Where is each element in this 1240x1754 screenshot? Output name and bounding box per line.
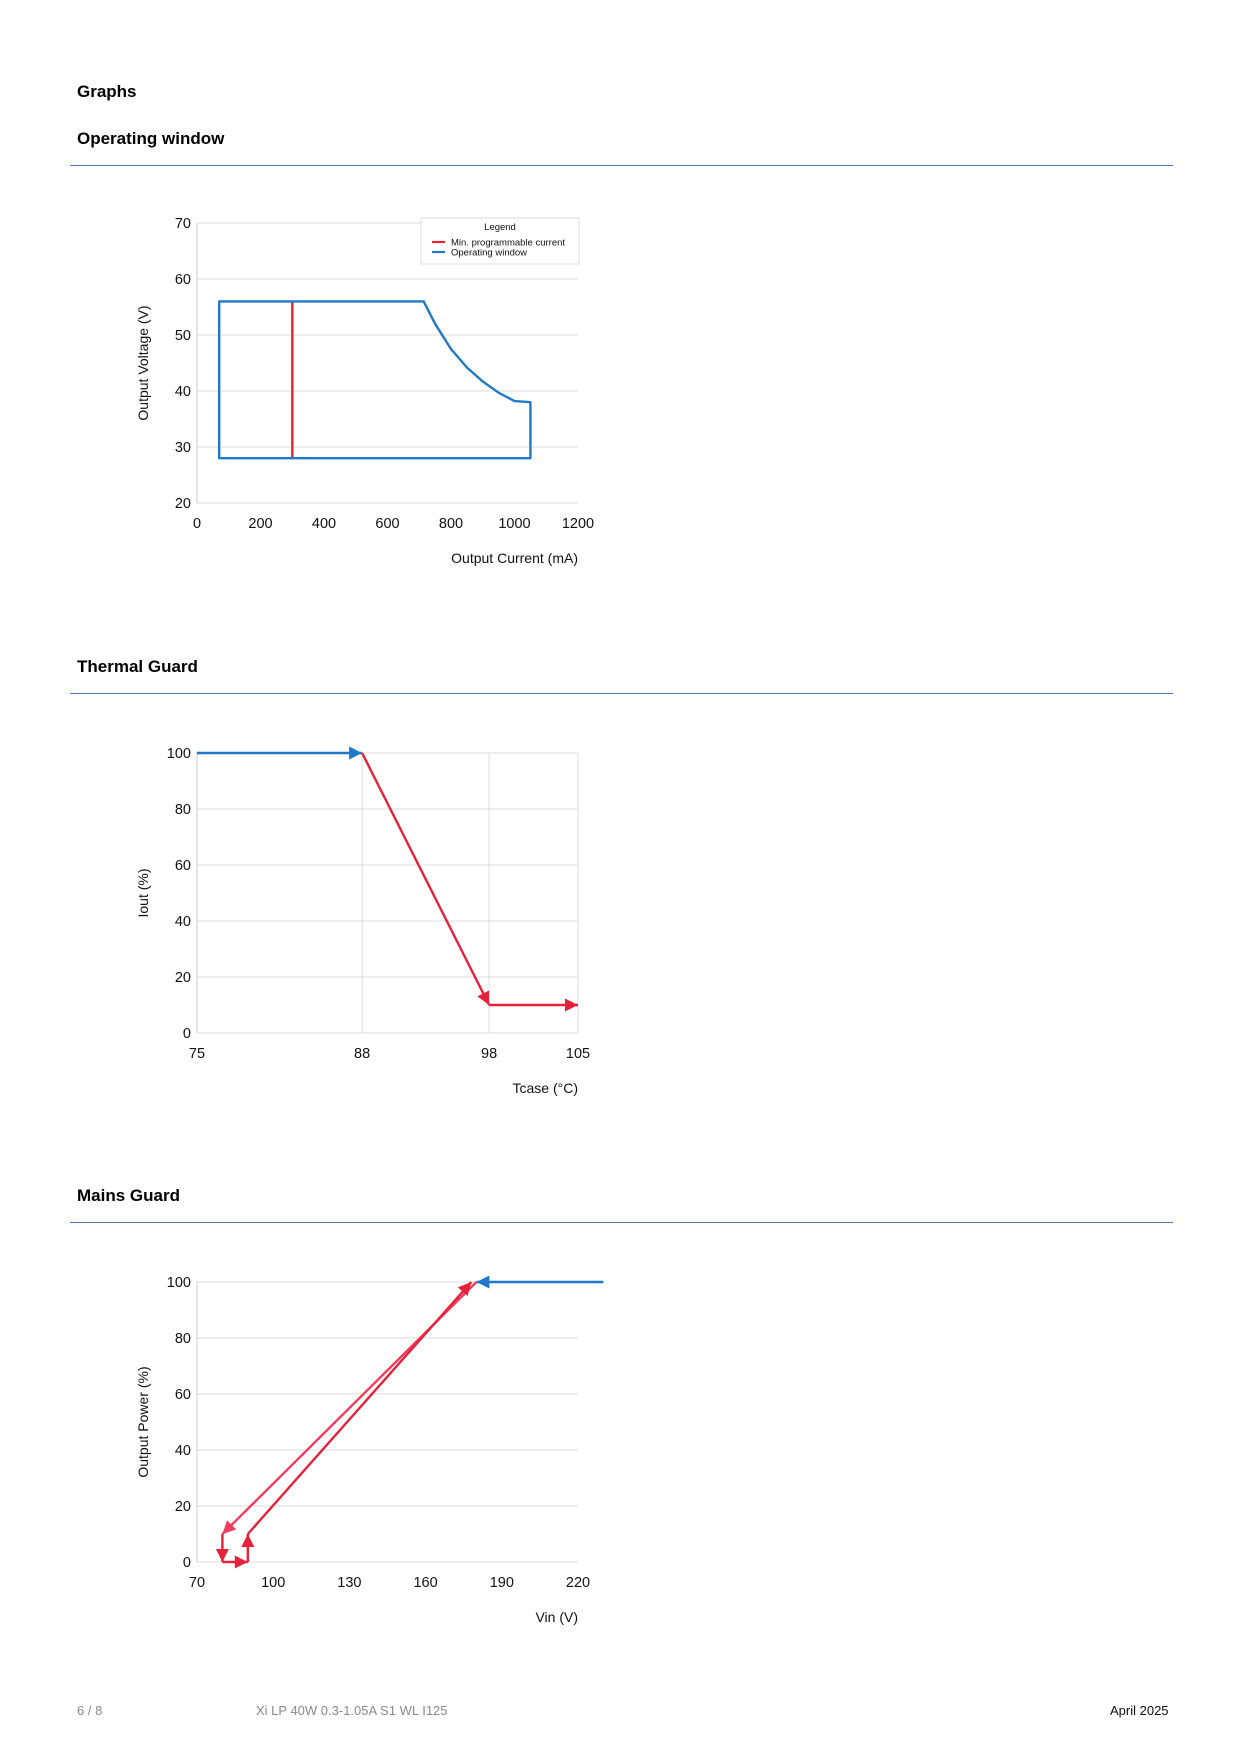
y-tick-label: 20	[175, 970, 191, 986]
series-arrowhead	[234, 1555, 248, 1569]
y-tick-label: 20	[175, 1499, 191, 1515]
series-line	[361, 752, 491, 1006]
y-tick-label: 40	[175, 914, 191, 930]
footer-product-name: Xi LP 40W 0.3-1.05A S1 WL I125	[256, 1703, 448, 1718]
x-tick-label: 160	[413, 1575, 437, 1591]
y-tick-label: 60	[175, 1387, 191, 1403]
legend-title: Legend	[484, 222, 516, 233]
x-tick-label: 190	[490, 1575, 514, 1591]
x-tick-label: 88	[354, 1046, 370, 1062]
footer-page-number: 6 / 8	[77, 1703, 103, 1718]
series-arrowhead	[565, 998, 578, 1012]
y-tick-label: 40	[175, 384, 191, 400]
section-divider	[70, 1222, 1173, 1223]
x-tick-label: 1200	[562, 516, 594, 532]
series-arrowhead	[215, 1549, 229, 1562]
series-arrowhead	[222, 1520, 237, 1534]
y-tick-label: 0	[183, 1555, 191, 1571]
section-title-thermal-guard: Thermal Guard	[77, 657, 198, 676]
y-axis-label: Iout (%)	[135, 868, 151, 917]
operating-window-chart: 20 30 40 50 60 70 0 200 400 600 800 1000 1200 Output …	[135, 216, 594, 566]
mains-guard-chart: 0 20 40 60 80 100 70 100 130 160 190 220 Vin (V) Outp…	[135, 1275, 604, 1625]
x-tick-label: 98	[481, 1046, 497, 1062]
series-arrowhead	[476, 1275, 490, 1289]
x-tick-label: 0	[193, 516, 201, 532]
section-divider	[70, 165, 1173, 166]
x-tick-label: 100	[261, 1575, 285, 1591]
series-line	[246, 1281, 473, 1535]
section-title-operating-window: Operating window	[77, 129, 225, 148]
page-heading: Graphs	[77, 82, 137, 101]
series-arrowhead	[241, 1534, 255, 1547]
x-axis-label: Tcase (°C)	[513, 1080, 579, 1096]
y-tick-label: 100	[167, 1275, 191, 1291]
y-tick-label: 20	[175, 496, 191, 512]
x-tick-label: 70	[189, 1575, 205, 1591]
series-arrowhead	[477, 990, 490, 1005]
y-tick-label: 70	[175, 216, 191, 232]
y-tick-label: 80	[175, 802, 191, 818]
x-tick-label: 105	[566, 1046, 590, 1062]
x-axis-label: Output Current (mA)	[451, 550, 578, 566]
series-arrowhead	[457, 1282, 472, 1297]
x-tick-label: 130	[337, 1575, 361, 1591]
legend-box	[420, 217, 580, 265]
y-tick-label: 0	[183, 1026, 191, 1042]
y-tick-label: 30	[175, 440, 191, 456]
x-tick-label: 200	[248, 516, 272, 532]
y-tick-label: 50	[175, 328, 191, 344]
y-axis-label: Output Voltage (V)	[135, 305, 151, 420]
y-tick-label: 100	[167, 746, 191, 762]
x-tick-label: 1000	[498, 516, 530, 532]
x-tick-label: 75	[189, 1046, 205, 1062]
footer-date: April 2025	[1110, 1703, 1169, 1718]
legend-entry: Operating window	[451, 248, 527, 259]
section-title-mains-guard: Mains Guard	[77, 1186, 180, 1205]
y-tick-label: 60	[175, 272, 191, 288]
y-tick-label: 80	[175, 1331, 191, 1347]
x-tick-label: 600	[375, 516, 399, 532]
x-tick-label: 800	[439, 516, 463, 532]
x-tick-label: 400	[312, 516, 336, 532]
x-tick-label: 220	[566, 1575, 590, 1591]
y-tick-label: 60	[175, 858, 191, 874]
thermal-guard-chart: 0 20 40 60 80 100 75 88 98 105 Tcase (°C) Iout (%)	[135, 746, 590, 1096]
y-axis-label: Output Power (%)	[135, 1366, 151, 1477]
section-divider	[70, 693, 1173, 694]
x-axis-label: Vin (V)	[535, 1609, 578, 1625]
series-arrowhead	[349, 746, 363, 760]
y-tick-label: 40	[175, 1443, 191, 1459]
series-line	[218, 300, 532, 460]
legend-entry: Min. programmable current	[451, 238, 565, 249]
